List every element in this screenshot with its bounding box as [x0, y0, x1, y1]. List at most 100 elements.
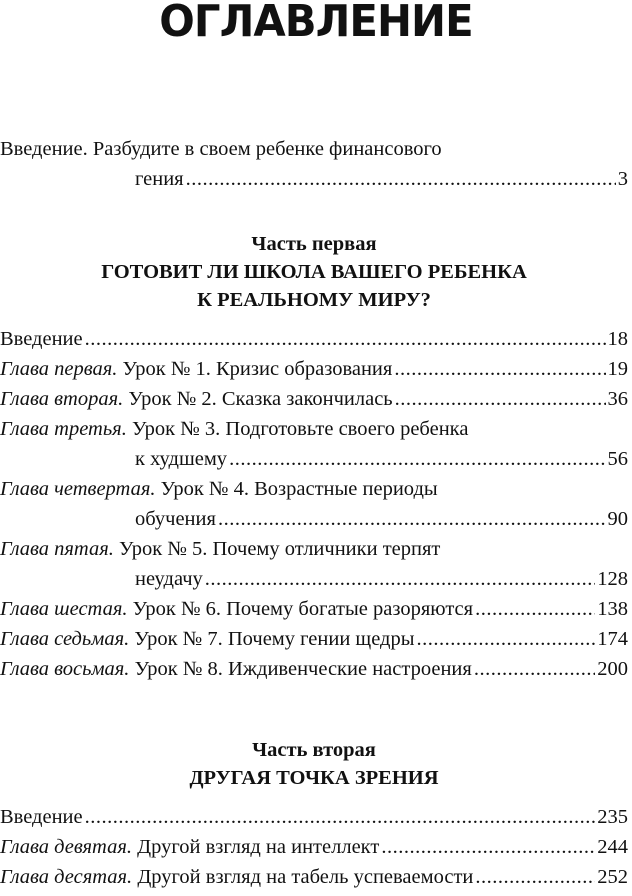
entry-continuation: к худшему 56: [0, 444, 628, 474]
page-number: 200: [597, 658, 628, 680]
entry-text: Урок № 5. Почему отличники терпят: [113, 538, 441, 560]
entry-row: Введение 18: [0, 324, 628, 354]
entry-label: к худшему: [135, 444, 227, 474]
part-two: Часть вторая ДРУГАЯ ТОЧКА ЗРЕНИЯ Введение 2…: [0, 736, 628, 892]
page-number: 3: [617, 168, 628, 190]
dot-leader: [475, 594, 595, 624]
entry-label: Глава первая. Урок № 1. Кризис образован…: [0, 354, 392, 384]
entry-label: Глава вторая. Урок № 2. Сказка закончила…: [0, 384, 393, 414]
entry-row: Глава седьмая. Урок № 7. Почему гении ще…: [0, 624, 628, 654]
entry-text: обучения: [135, 508, 216, 530]
toc-entry[interactable]: Глава четвертая. Урок № 4. Возрастные пе…: [0, 474, 628, 534]
chapter-name: Глава девятая.: [0, 836, 132, 858]
entry-row: Глава четвертая. Урок № 4. Возрастные пе…: [0, 474, 628, 504]
page-number: 244: [597, 836, 628, 858]
entry-text: Введение. Разбудите в своем ребенке фина…: [0, 138, 442, 160]
toc-entry[interactable]: Глава третья. Урок № 3. Подготовьте свое…: [0, 414, 628, 474]
toc-entry[interactable]: Введение 235: [0, 802, 628, 832]
entry-row: Глава десятая. Другой взгляд на табель у…: [0, 862, 628, 892]
entry-row: Глава первая. Урок № 1. Кризис образован…: [0, 354, 628, 384]
chapter-name: Глава пятая.: [0, 538, 114, 560]
page-number: 174: [597, 628, 628, 650]
entry-text: Урок № 6. Почему богатые разоряются: [127, 598, 474, 620]
entry-row: Глава шестая. Урок № 6. Почему богатые р…: [0, 594, 628, 624]
spacer: [0, 792, 628, 802]
toc-entry-intro[interactable]: Введение. Разбудите в своем ребенке фина…: [0, 134, 628, 194]
entry-label: Введение: [0, 324, 83, 354]
entry-label: Введение: [0, 802, 83, 832]
entry-text: Введение: [0, 328, 83, 350]
entry-row: Глава пятая. Урок № 5. Почему отличники …: [0, 534, 628, 564]
entry-text: неудачу: [135, 568, 203, 590]
entry-continuation: обучения 90: [0, 504, 628, 534]
entry-label: Глава девятая. Другой взгляд на интеллек…: [0, 832, 379, 862]
dot-leader: [395, 384, 606, 414]
entry-row: Глава восьмая. Урок № 8. Иждивенческие н…: [0, 654, 628, 684]
entry-label: Глава седьмая. Урок № 7. Почему гении ще…: [0, 624, 414, 654]
chapter-name: Глава вторая.: [0, 388, 124, 410]
entry-row: Глава третья. Урок № 3. Подготовьте свое…: [0, 414, 628, 444]
entry-label: Глава шестая. Урок № 6. Почему богатые р…: [0, 594, 473, 624]
page-title: ОГЛАВЛЕНИЕ: [159, 0, 473, 47]
page-number: 18: [607, 328, 629, 350]
entry-text: Урок № 4. Возрастные периоды: [155, 478, 438, 500]
chapter-name: Глава шестая.: [0, 598, 128, 620]
page-number: 128: [597, 568, 628, 590]
entry-text: Урок № 3. Подготовьте своего ребенка: [126, 418, 469, 440]
dot-leader: [416, 624, 595, 654]
entry-text: Урок № 1. Кризис образования: [117, 358, 393, 380]
chapter-name: Глава первая.: [0, 358, 118, 380]
entry-row: Глава девятая. Другой взгляд на интеллек…: [0, 832, 628, 862]
dot-leader: [474, 654, 595, 684]
chapter-name: Глава десятая.: [0, 866, 133, 888]
page-number: 36: [607, 388, 629, 410]
dot-leader: [218, 504, 606, 534]
entry-continuation: неудачу 128: [0, 564, 628, 594]
dot-leader: [475, 862, 595, 892]
entry-row: Глава вторая. Урок № 2. Сказка закончила…: [0, 384, 628, 414]
chapter-name: Глава седьмая.: [0, 628, 130, 650]
toc-entry[interactable]: Глава девятая. Другой взгляд на интеллек…: [0, 832, 628, 862]
chapter-name: Глава четвертая.: [0, 478, 156, 500]
entry-text: Другой взгляд на интеллект: [131, 836, 380, 858]
toc-entry[interactable]: Глава седьмая. Урок № 7. Почему гении ще…: [0, 624, 628, 654]
toc-entry[interactable]: Глава первая. Урок № 1. Кризис образован…: [0, 354, 628, 384]
page-number: 138: [597, 598, 628, 620]
page-number: 19: [607, 358, 629, 380]
entry-text: к худшему: [135, 448, 228, 470]
entry-label: неудачу: [135, 564, 203, 594]
entry-text: Другой взгляд на табель успеваемости: [132, 866, 474, 888]
page-number: 252: [597, 866, 628, 888]
part-title: ГОТОВИТ ЛИ ШКОЛА ВАШЕГО РЕБЕНКА: [101, 261, 527, 283]
entry-label: Глава восьмая. Урок № 8. Иждивенческие н…: [0, 654, 472, 684]
entry-text: Урок № 7. Почему гении щедры: [129, 628, 415, 650]
entry-row: Введение 235: [0, 802, 628, 832]
toc-entry[interactable]: Введение 18: [0, 324, 628, 354]
entry-label: Глава третья. Урок № 3. Подготовьте свое…: [0, 414, 468, 444]
toc-entry[interactable]: Глава шестая. Урок № 6. Почему богатые р…: [0, 594, 628, 624]
entry-label: обучения: [135, 504, 216, 534]
entry-text: Введение: [0, 806, 83, 828]
part-title: ДРУГАЯ ТОЧКА ЗРЕНИЯ: [189, 767, 439, 789]
dot-leader: [205, 564, 595, 594]
part-label: Часть вторая: [252, 739, 376, 761]
entry-text: гения: [135, 168, 184, 190]
entry-text: Урок № 2. Сказка закончилась: [123, 388, 393, 410]
part-title: К РЕАЛЬНОМУ МИРУ?: [197, 289, 431, 311]
chapter-name: Глава восьмая.: [0, 658, 130, 680]
toc-entry[interactable]: Глава восьмая. Урок № 8. Иждивенческие н…: [0, 654, 628, 684]
page-number: 56: [607, 448, 629, 470]
entry-label: Глава пятая. Урок № 5. Почему отличники …: [0, 534, 440, 564]
dot-leader: [381, 832, 595, 862]
dot-leader: [85, 802, 596, 832]
entry-label: Глава четвертая. Урок № 4. Возрастные пе…: [0, 474, 438, 504]
toc-entry[interactable]: Глава десятая. Другой взгляд на табель у…: [0, 862, 628, 892]
page-number: 235: [597, 806, 628, 828]
spacer: [0, 314, 628, 324]
toc-entry[interactable]: Глава пятая. Урок № 5. Почему отличники …: [0, 534, 628, 594]
part-label: Часть первая: [251, 233, 377, 255]
dot-leader: [229, 444, 605, 474]
part-one: Часть первая ГОТОВИТ ЛИ ШКОЛА ВАШЕГО РЕБЕ…: [0, 230, 628, 684]
toc-entry[interactable]: Глава вторая. Урок № 2. Сказка закончила…: [0, 384, 628, 414]
dot-leader: [394, 354, 605, 384]
